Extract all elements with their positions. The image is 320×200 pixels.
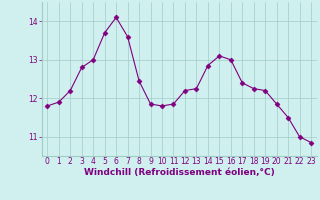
X-axis label: Windchill (Refroidissement éolien,°C): Windchill (Refroidissement éolien,°C) [84,168,275,177]
